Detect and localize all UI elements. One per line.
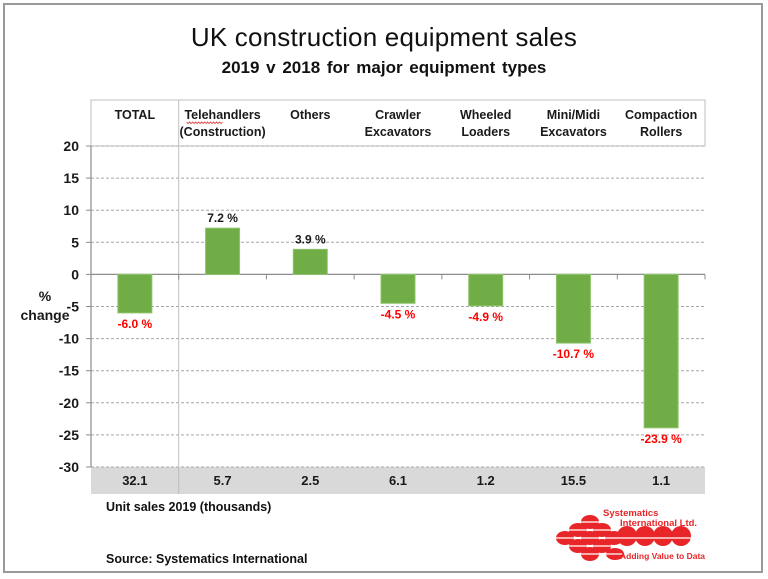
- y-tick-label: -15: [59, 363, 79, 379]
- category-label: Telehandlers: [184, 108, 260, 122]
- bar: [643, 273, 679, 429]
- category-label: Crawler: [375, 108, 421, 122]
- category-label: Loaders: [461, 125, 510, 139]
- category-label: Rollers: [640, 125, 682, 139]
- unit-sales-value: 6.1: [389, 473, 407, 488]
- unit-sales-value: 32.1: [122, 473, 147, 488]
- data-label: 3.9 %: [295, 232, 326, 246]
- data-label: -6.0 %: [118, 317, 153, 331]
- category-label: TOTAL: [115, 108, 156, 122]
- bar: [555, 273, 591, 344]
- category-label: Wheeled: [460, 108, 511, 122]
- bar: [292, 248, 328, 275]
- y-tick-label: 10: [63, 202, 79, 218]
- logo-tagline: Adding Value to Data: [620, 551, 706, 561]
- y-tick-label: -10: [59, 331, 79, 347]
- chart-subtitle: 2019 v 2018 for major equipment types: [221, 58, 547, 77]
- y-axis-label: %: [39, 288, 52, 304]
- y-tick-label: -5: [67, 299, 80, 315]
- category-label: Others: [290, 108, 330, 122]
- category-label: Excavators: [540, 125, 607, 139]
- data-label: -4.5 %: [381, 307, 416, 321]
- unit-sales-value: 15.5: [561, 473, 586, 488]
- y-tick-label: -30: [59, 459, 79, 475]
- logo-name-line2: International Ltd.: [620, 518, 698, 529]
- y-tick-label: 0: [71, 266, 79, 282]
- category-label: Excavators: [365, 125, 432, 139]
- y-tick-label: -20: [59, 395, 79, 411]
- data-label: -4.9 %: [468, 310, 503, 324]
- y-tick-label: 20: [63, 138, 79, 154]
- category-label: Mini/Midi: [547, 108, 600, 122]
- y-tick-label: 5: [71, 234, 79, 250]
- category-label: (Construction): [180, 125, 266, 139]
- data-label: -23.9 %: [640, 432, 682, 446]
- unit-sales-value: 2.5: [301, 473, 319, 488]
- spellcheck-underline: [186, 121, 223, 125]
- chart-title: UK construction equipment sales: [190, 22, 578, 52]
- y-tick-label: 15: [63, 170, 79, 186]
- unit-sales-value: 5.7: [214, 473, 232, 488]
- unit-sales-label: Unit sales 2019 (thousands): [106, 500, 272, 514]
- y-tick-label: -25: [59, 427, 79, 443]
- data-label: 7.2 %: [207, 211, 238, 225]
- bar: [468, 273, 504, 307]
- data-label: -10.7 %: [553, 347, 595, 361]
- unit-sales-value: 1.2: [477, 473, 495, 488]
- y-axis-label: change: [20, 307, 69, 323]
- source-note: Source: Systematics International: [106, 552, 308, 566]
- unit-sales-row: [91, 467, 705, 494]
- bar: [205, 227, 241, 275]
- unit-sales-value: 1.1: [652, 473, 670, 488]
- category-label: Compaction: [625, 108, 697, 122]
- bar: [117, 273, 153, 314]
- logo-name-line1: Systematics: [603, 508, 659, 519]
- bar: [380, 273, 416, 304]
